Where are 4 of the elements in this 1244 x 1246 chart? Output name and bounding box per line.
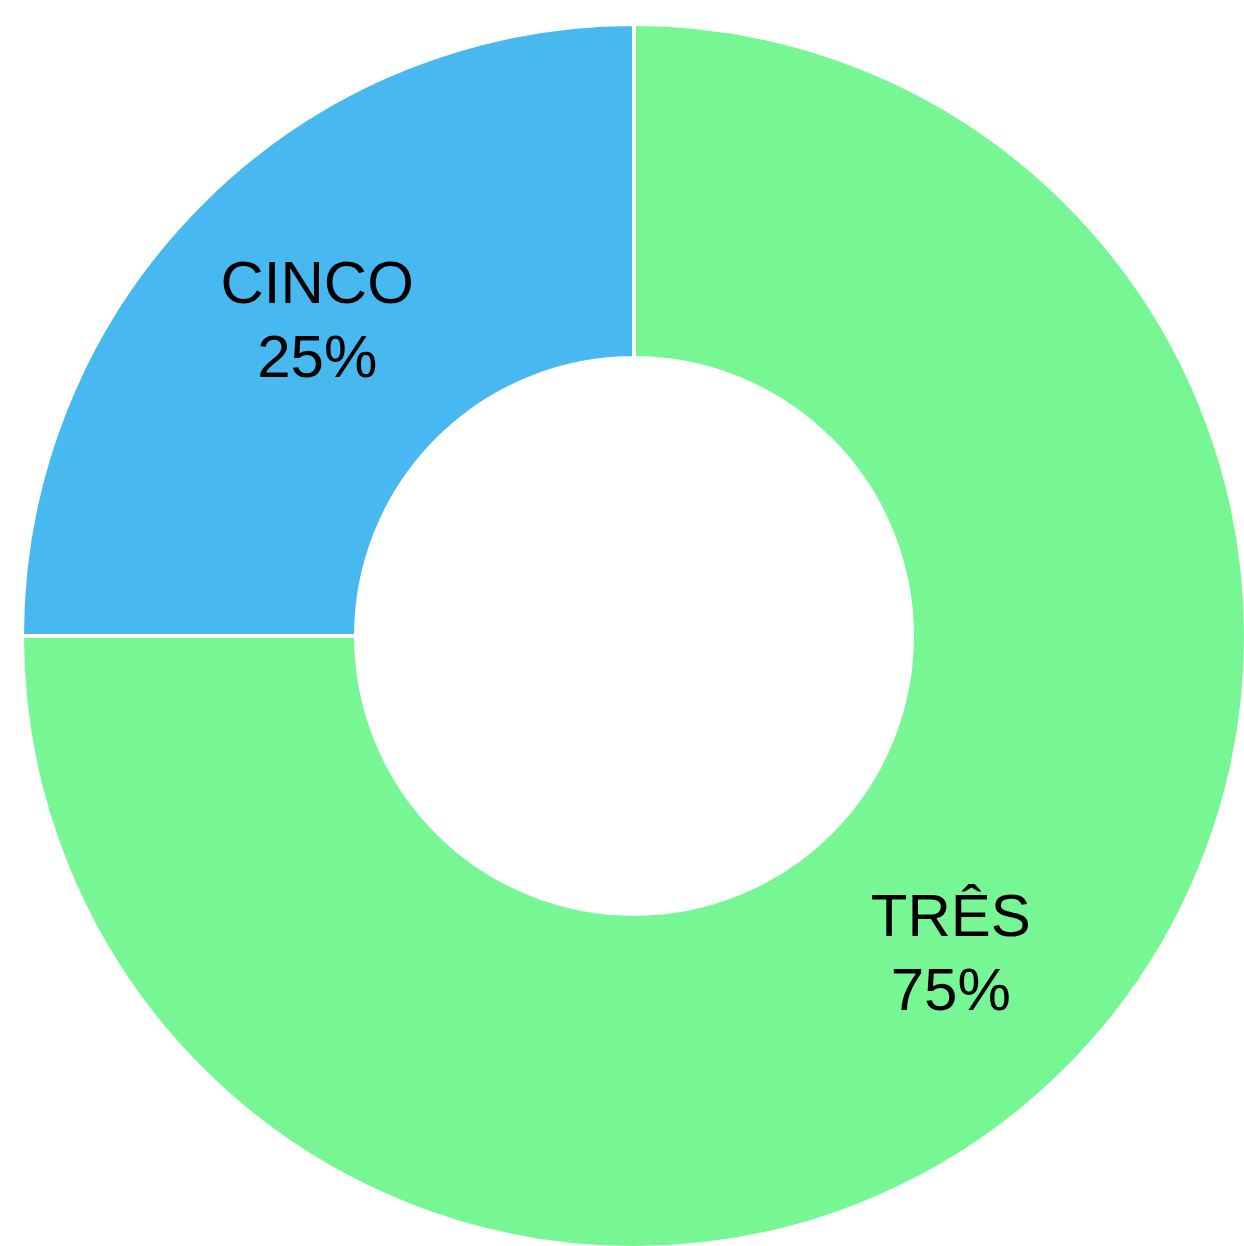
data-label: 25% bbox=[257, 322, 378, 390]
data-label: 75% bbox=[890, 956, 1011, 1024]
slice-label: CINCO bbox=[220, 248, 414, 316]
slice-label: TRÊS bbox=[870, 882, 1031, 950]
